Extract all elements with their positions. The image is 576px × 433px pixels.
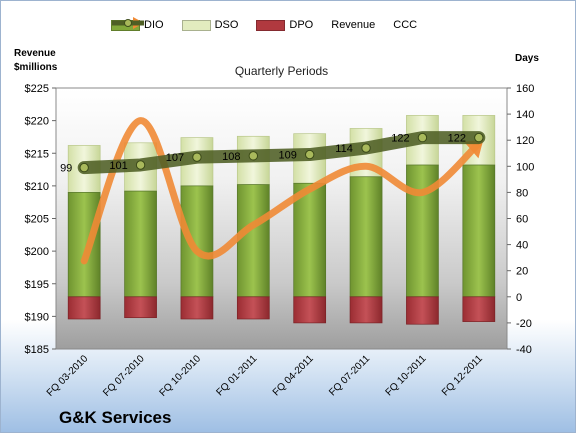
plot-area (55, 87, 508, 350)
right-axis-tick-label: 0 (516, 292, 522, 304)
legend-swatch-dso (181, 19, 211, 31)
legend-label-dso: DSO (214, 19, 239, 31)
x-tick-label: FQ 10-2010 (158, 353, 204, 399)
chart-title: Quarterly Periods (235, 64, 328, 78)
ccc-marker (474, 132, 484, 143)
right-axis-tick-label: 20 (516, 266, 528, 278)
x-tick-label: FQ 07-2011 (327, 353, 372, 398)
ccc-data-label: 99 (60, 163, 72, 175)
company-name: G&K Services (59, 408, 172, 427)
legend-item-dpo: DPO (256, 17, 313, 33)
right-axis-tick-label: 140 (516, 109, 534, 121)
bar-dpo (236, 296, 270, 320)
left-axis-tick-label: $185 (25, 344, 49, 356)
bar-dio (349, 176, 383, 298)
legend-item-ccc: CCC (112, 17, 418, 33)
left-axis-tick-label: $215 (25, 148, 49, 160)
right-axis-tick-label: 100 (516, 161, 534, 173)
ccc-line (77, 131, 486, 175)
bar-dpo (124, 296, 157, 319)
bar-dpo (349, 296, 383, 324)
bar-dio (124, 190, 157, 298)
bar-dpo (180, 296, 214, 320)
ccc-data-label: 109 (279, 150, 297, 162)
x-tick-label: FQ 07-2010 (101, 353, 147, 399)
right-axis-tick-label: -20 (516, 318, 532, 330)
right-axis-tick-label: 120 (516, 135, 534, 147)
legend-label-dio: DIO (144, 19, 164, 31)
left-axis-title-line2: $millions (14, 62, 58, 73)
left-axis-title: Revenue $millions (14, 47, 57, 75)
legend-swatch-ccc (112, 19, 144, 27)
left-axis-tick-label: $190 (25, 311, 49, 323)
right-axis-tick-label: 40 (516, 240, 528, 252)
left-axis-tick-label: $220 (25, 116, 49, 128)
ccc-marker (135, 160, 146, 170)
x-tick-label: FQ 12-2011 (440, 353, 485, 398)
ccc-data-label: 107 (166, 152, 184, 164)
right-axis-tick-label: 60 (516, 214, 528, 226)
ccc-data-label: 122 (391, 133, 409, 145)
bar-dpo (462, 296, 496, 322)
right-axis-tick-label: 160 (516, 83, 534, 95)
left-axis-tick-label: $200 (25, 246, 49, 258)
bar-dio (462, 164, 496, 298)
bar-dio (293, 182, 327, 298)
bar-dpo (406, 296, 439, 325)
left-axis-tick-label: $195 (25, 279, 49, 291)
right-axis-title: Days (515, 53, 539, 64)
ccc-data-label: 114 (335, 143, 353, 155)
legend-swatch-dpo (256, 19, 286, 31)
bar-dpo (67, 296, 101, 320)
ccc-marker (248, 151, 259, 161)
right-axis-tick-label: 80 (516, 187, 528, 199)
ccc-data-label: 122 (448, 133, 466, 145)
ccc-data-label: 108 (222, 151, 240, 163)
ccc-data-label: 101 (109, 160, 127, 172)
legend-label-ccc: CCC (393, 19, 418, 31)
bar-dio (236, 184, 270, 298)
legend-label-revenue: Revenue (331, 19, 376, 31)
left-axis-title-line1: Revenue (14, 48, 56, 59)
legend-label-dpo: DPO (289, 19, 314, 31)
ccc-marker (361, 143, 371, 153)
bar-dio (67, 192, 101, 298)
ccc-marker (192, 152, 202, 162)
x-tick-label: FQ 10-2011 (384, 353, 429, 398)
ccc-marker (79, 162, 89, 173)
ccc-marker (304, 149, 315, 160)
x-tick-label: FQ 01-2011 (214, 353, 259, 398)
legend: DIO DSO DPO Revenue CCC (111, 17, 417, 33)
legend-item-dso: DSO (181, 17, 239, 33)
x-tick-label: FQ 03-2010 (45, 353, 91, 399)
ccc-marker (417, 132, 428, 143)
revenue-line (80, 117, 483, 265)
left-axis-tick-label: $205 (25, 214, 49, 226)
revenue-arrowhead (464, 139, 484, 159)
left-axis-tick-label: $225 (25, 83, 49, 95)
left-axis-tick-label: $210 (25, 181, 49, 193)
bar-dpo (293, 296, 327, 324)
x-tick-label: FQ 04-2011 (271, 353, 316, 398)
right-axis-tick-label: -40 (516, 344, 532, 356)
bar-dio (180, 185, 214, 298)
